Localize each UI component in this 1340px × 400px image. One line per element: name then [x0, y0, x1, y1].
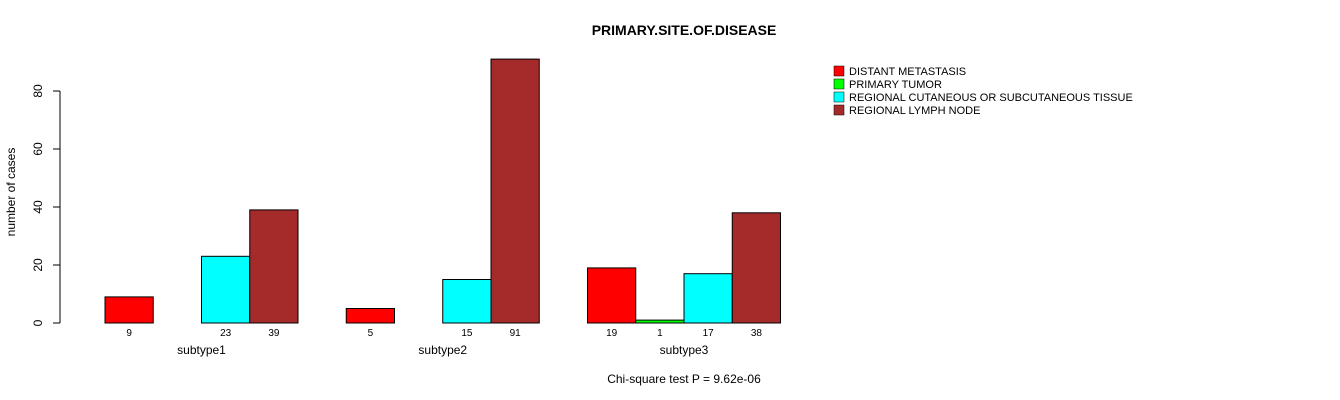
- legend-swatch: [833, 91, 845, 103]
- bar-value-label: 9: [126, 328, 132, 339]
- bar: [201, 255, 251, 324]
- category-label: subtype1: [177, 343, 226, 357]
- bar-value-label: 1: [657, 328, 663, 339]
- legend-label: REGIONAL CUTANEOUS OR SUBCUTANEOUS TISSU…: [849, 92, 1133, 104]
- legend-swatch: [833, 65, 845, 77]
- bar-value-label: 23: [220, 328, 232, 339]
- y-axis-label: number of cases: [4, 148, 18, 237]
- footnote-pvalue: Chi-square test P = 9.62e-06: [607, 372, 761, 386]
- y-tick-label: 40: [31, 200, 45, 214]
- legend-swatch: [833, 78, 845, 90]
- bar-value-label: 39: [268, 328, 280, 339]
- bar-value-label: 19: [606, 328, 618, 339]
- bar: [249, 209, 299, 324]
- bars: 9 23 39 subtype1 5 15 91 subtype2 19 1 17 38 subtype…: [104, 58, 781, 357]
- legend-label: DISTANT METASTASIS: [849, 66, 966, 78]
- bar: [345, 308, 395, 324]
- legend-label: PRIMARY TUMOR: [849, 79, 942, 91]
- bar-value-label: 17: [703, 328, 715, 339]
- category-label: subtype2: [418, 343, 467, 357]
- y-tick-label: 0: [31, 319, 45, 326]
- y-tick-label: 80: [31, 84, 45, 98]
- bar: [104, 296, 154, 324]
- legend-swatch: [833, 104, 845, 116]
- bar: [587, 267, 637, 324]
- bar: [731, 212, 781, 324]
- bar: [442, 279, 492, 324]
- y-tick-label: 60: [31, 142, 45, 156]
- bar: [683, 273, 733, 324]
- category-label: subtype3: [660, 343, 709, 357]
- chart-title: PRIMARY.SITE.OF.DISEASE: [592, 22, 777, 38]
- legend-label: REGIONAL LYMPH NODE: [849, 105, 980, 117]
- bar-value-label: 91: [510, 328, 522, 339]
- bar-value-label: 5: [368, 328, 374, 339]
- bar-value-label: 15: [461, 328, 473, 339]
- bar: [490, 58, 540, 324]
- y-tick-label: 20: [31, 258, 45, 272]
- y-axis: 0 20 40 60 80: [31, 84, 61, 326]
- bar: [635, 319, 685, 324]
- bar-value-label: 38: [751, 328, 763, 339]
